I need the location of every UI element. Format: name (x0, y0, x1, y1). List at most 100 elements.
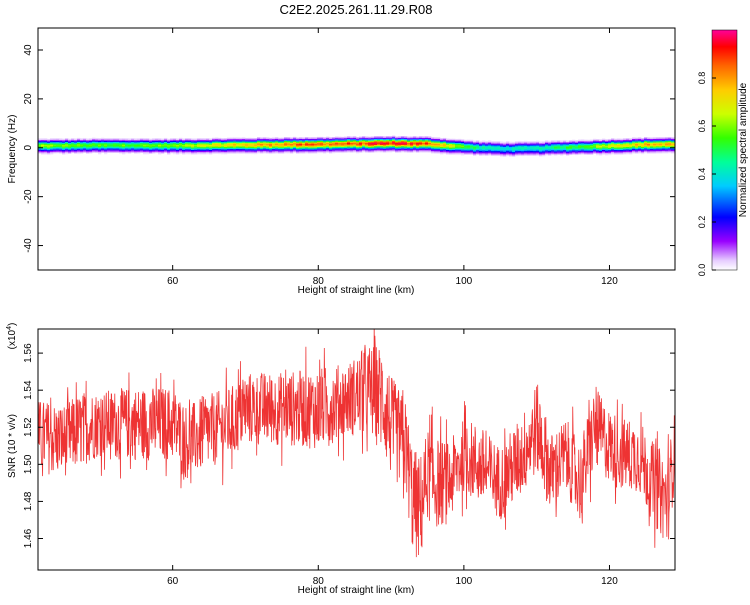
spectrogram-cell (137, 141, 141, 144)
spectrogram-cell (632, 152, 636, 154)
spectrogram-cell (332, 140, 336, 143)
spectrogram-cell (596, 151, 600, 153)
spectrogram-cell (557, 148, 561, 151)
spectrogram-cell (254, 149, 258, 151)
spectrogram-cell (305, 143, 309, 145)
spectrogram-cell (542, 154, 546, 157)
spectrogram-cell (350, 148, 354, 151)
spectrogram-cell (191, 143, 195, 146)
spectrogram-cell (233, 151, 237, 153)
spectrogram-cell (98, 141, 102, 144)
spectrogram-cell (524, 140, 528, 143)
spectrogram-cell (164, 151, 168, 153)
spectrogram-cell (629, 146, 633, 149)
spectrogram-cell (374, 149, 378, 152)
spectrogram-cell (44, 140, 48, 143)
spectrogram-cell (197, 141, 201, 144)
spectrogram-cell (368, 150, 372, 152)
spectrogram-cell (566, 151, 570, 154)
spectrogram-cell (101, 148, 105, 151)
spectrogram-cell (461, 153, 465, 156)
spectrogram-cell (440, 149, 444, 151)
spectrogram-cell (410, 144, 414, 146)
spectrogram-cell (608, 143, 612, 146)
spectrogram-cell (362, 143, 366, 145)
spectrogram-cell (386, 148, 390, 150)
spectrogram-cell (599, 143, 603, 145)
spectrogram-cell (236, 137, 240, 140)
spectrogram-cell (488, 145, 492, 147)
spectrogram-cell (656, 149, 660, 152)
spectrogram-cell (353, 150, 357, 153)
spectrogram-cell (671, 149, 675, 152)
spectrogram-cell (167, 146, 171, 148)
spectrogram-cell (248, 143, 252, 146)
spectrogram-cell (479, 146, 483, 149)
spectrogram-cell (41, 142, 45, 144)
spectrogram-cell (500, 151, 504, 153)
spectrogram-cell (155, 146, 159, 149)
spectrogram-cell (554, 151, 558, 153)
spectrogram-cell (491, 145, 495, 148)
spectrogram-cell (227, 143, 231, 146)
spectrogram-cell (314, 148, 318, 150)
spectrogram-cell (473, 151, 477, 154)
spectrogram-cell (188, 152, 192, 155)
snr-y-scale: (x104) (6, 323, 18, 350)
spectrogram-cell (437, 137, 441, 140)
spectrogram-cell (41, 143, 45, 145)
spectrogram-cell (53, 145, 57, 148)
spectrogram-cell (452, 147, 456, 149)
spectrogram-cell (467, 148, 471, 150)
spectrogram-cell (332, 144, 336, 146)
spectrogram-cell (635, 149, 639, 152)
spectrogram-cell (188, 149, 192, 151)
spectrogram-cell (515, 141, 519, 143)
spectrogram-cell (155, 138, 159, 140)
spectrogram-cell (260, 146, 264, 148)
spectrogram-cell (362, 136, 366, 138)
spectrogram-cell (47, 146, 51, 148)
spectrogram-cell (113, 148, 117, 151)
spectrogram-cell (551, 141, 555, 143)
spectrogram-cell (440, 152, 444, 155)
spectrogram-cell (407, 139, 411, 141)
spectrogram-cell (212, 145, 216, 147)
spectrogram-cell (62, 153, 66, 155)
spectrogram-cell (239, 151, 243, 153)
spectrogram-cell (86, 149, 90, 152)
spectrogram-cell (422, 141, 426, 143)
spectrogram-cell (542, 144, 546, 147)
spectrogram-cell (644, 144, 648, 146)
spectrogram-cell (590, 153, 594, 155)
spectrogram-cell (278, 150, 282, 152)
spectrogram-cell (326, 137, 330, 140)
spectrogram-cell (647, 141, 651, 143)
spectrogram-cell (545, 142, 549, 145)
spectrogram-cell (497, 142, 501, 144)
spectrogram-cell (578, 153, 582, 155)
spectrogram-cell (416, 141, 420, 144)
spectrogram-cell (287, 139, 291, 142)
spectrogram-cell (506, 154, 510, 157)
spectrogram-cell (152, 140, 156, 143)
spectrogram-cell (650, 147, 654, 149)
spectrogram-cell (254, 151, 258, 153)
spectrogram-cell (569, 147, 573, 149)
spectrogram-cell (287, 144, 291, 147)
spectrogram-cell (584, 144, 588, 147)
spectrogram-cell (302, 141, 306, 143)
spectrogram-cell (515, 149, 519, 152)
spectrogram-cell (299, 148, 303, 150)
spectrogram-cell (254, 141, 258, 144)
spectrogram-cell (116, 139, 120, 141)
spectrogram-cell (665, 139, 669, 142)
spectrogram-cell (353, 141, 357, 143)
spectrogram-cell (458, 147, 462, 149)
spectrogram-cell (242, 138, 246, 141)
spectrogram-cell (71, 145, 75, 147)
spectrogram-cell (311, 139, 315, 142)
spectrogram-cell (569, 146, 573, 148)
spectrogram-cell (518, 140, 522, 143)
spectrogram-cell (371, 150, 375, 152)
